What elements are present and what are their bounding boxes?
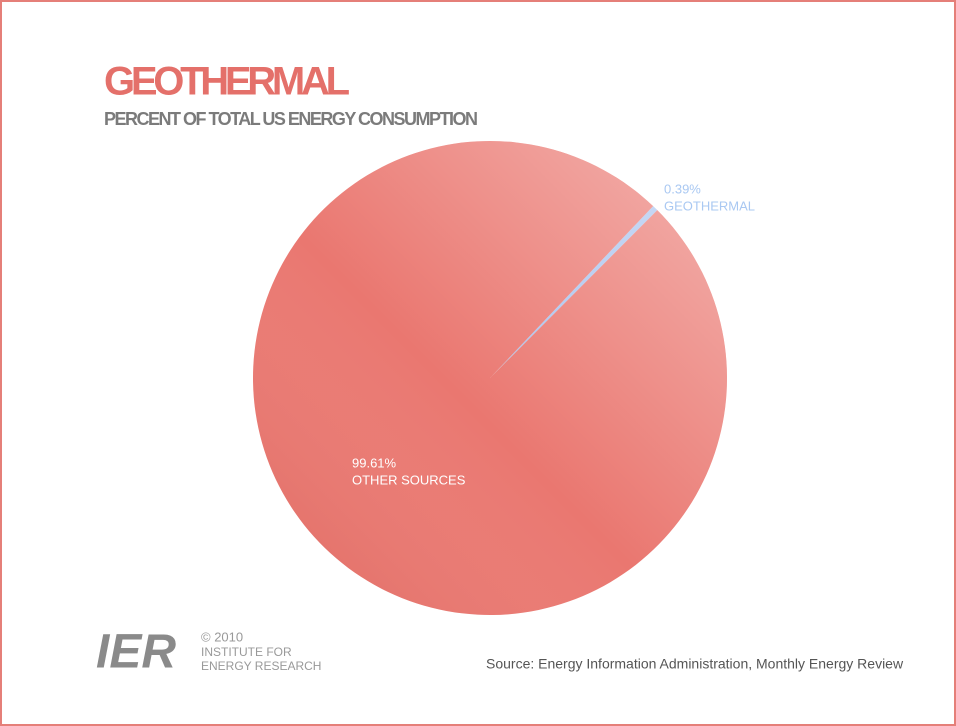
source-note: Source: Energy Information Administratio…: [486, 656, 904, 672]
pie-slice: [253, 141, 728, 616]
chart-subtitle: PERCENT OF TOTAL US ENERGY CONSUMPTION: [104, 109, 478, 129]
logo-copyright: © 2010: [201, 629, 243, 644]
pie: [253, 141, 728, 616]
logo-line: ENERGY RESEARCH: [201, 659, 321, 673]
logo-line: INSTITUTE FOR: [201, 645, 292, 659]
slice-category-label: GEOTHERMAL: [664, 198, 755, 213]
slice-value-label: 0.39%: [664, 181, 701, 196]
slice-value-label: 99.61%: [352, 455, 397, 470]
chart-title: GEOTHERMAL: [104, 60, 350, 104]
slice-category-label: OTHER SOURCES: [352, 472, 466, 487]
logo-mark: IER: [96, 626, 176, 679]
